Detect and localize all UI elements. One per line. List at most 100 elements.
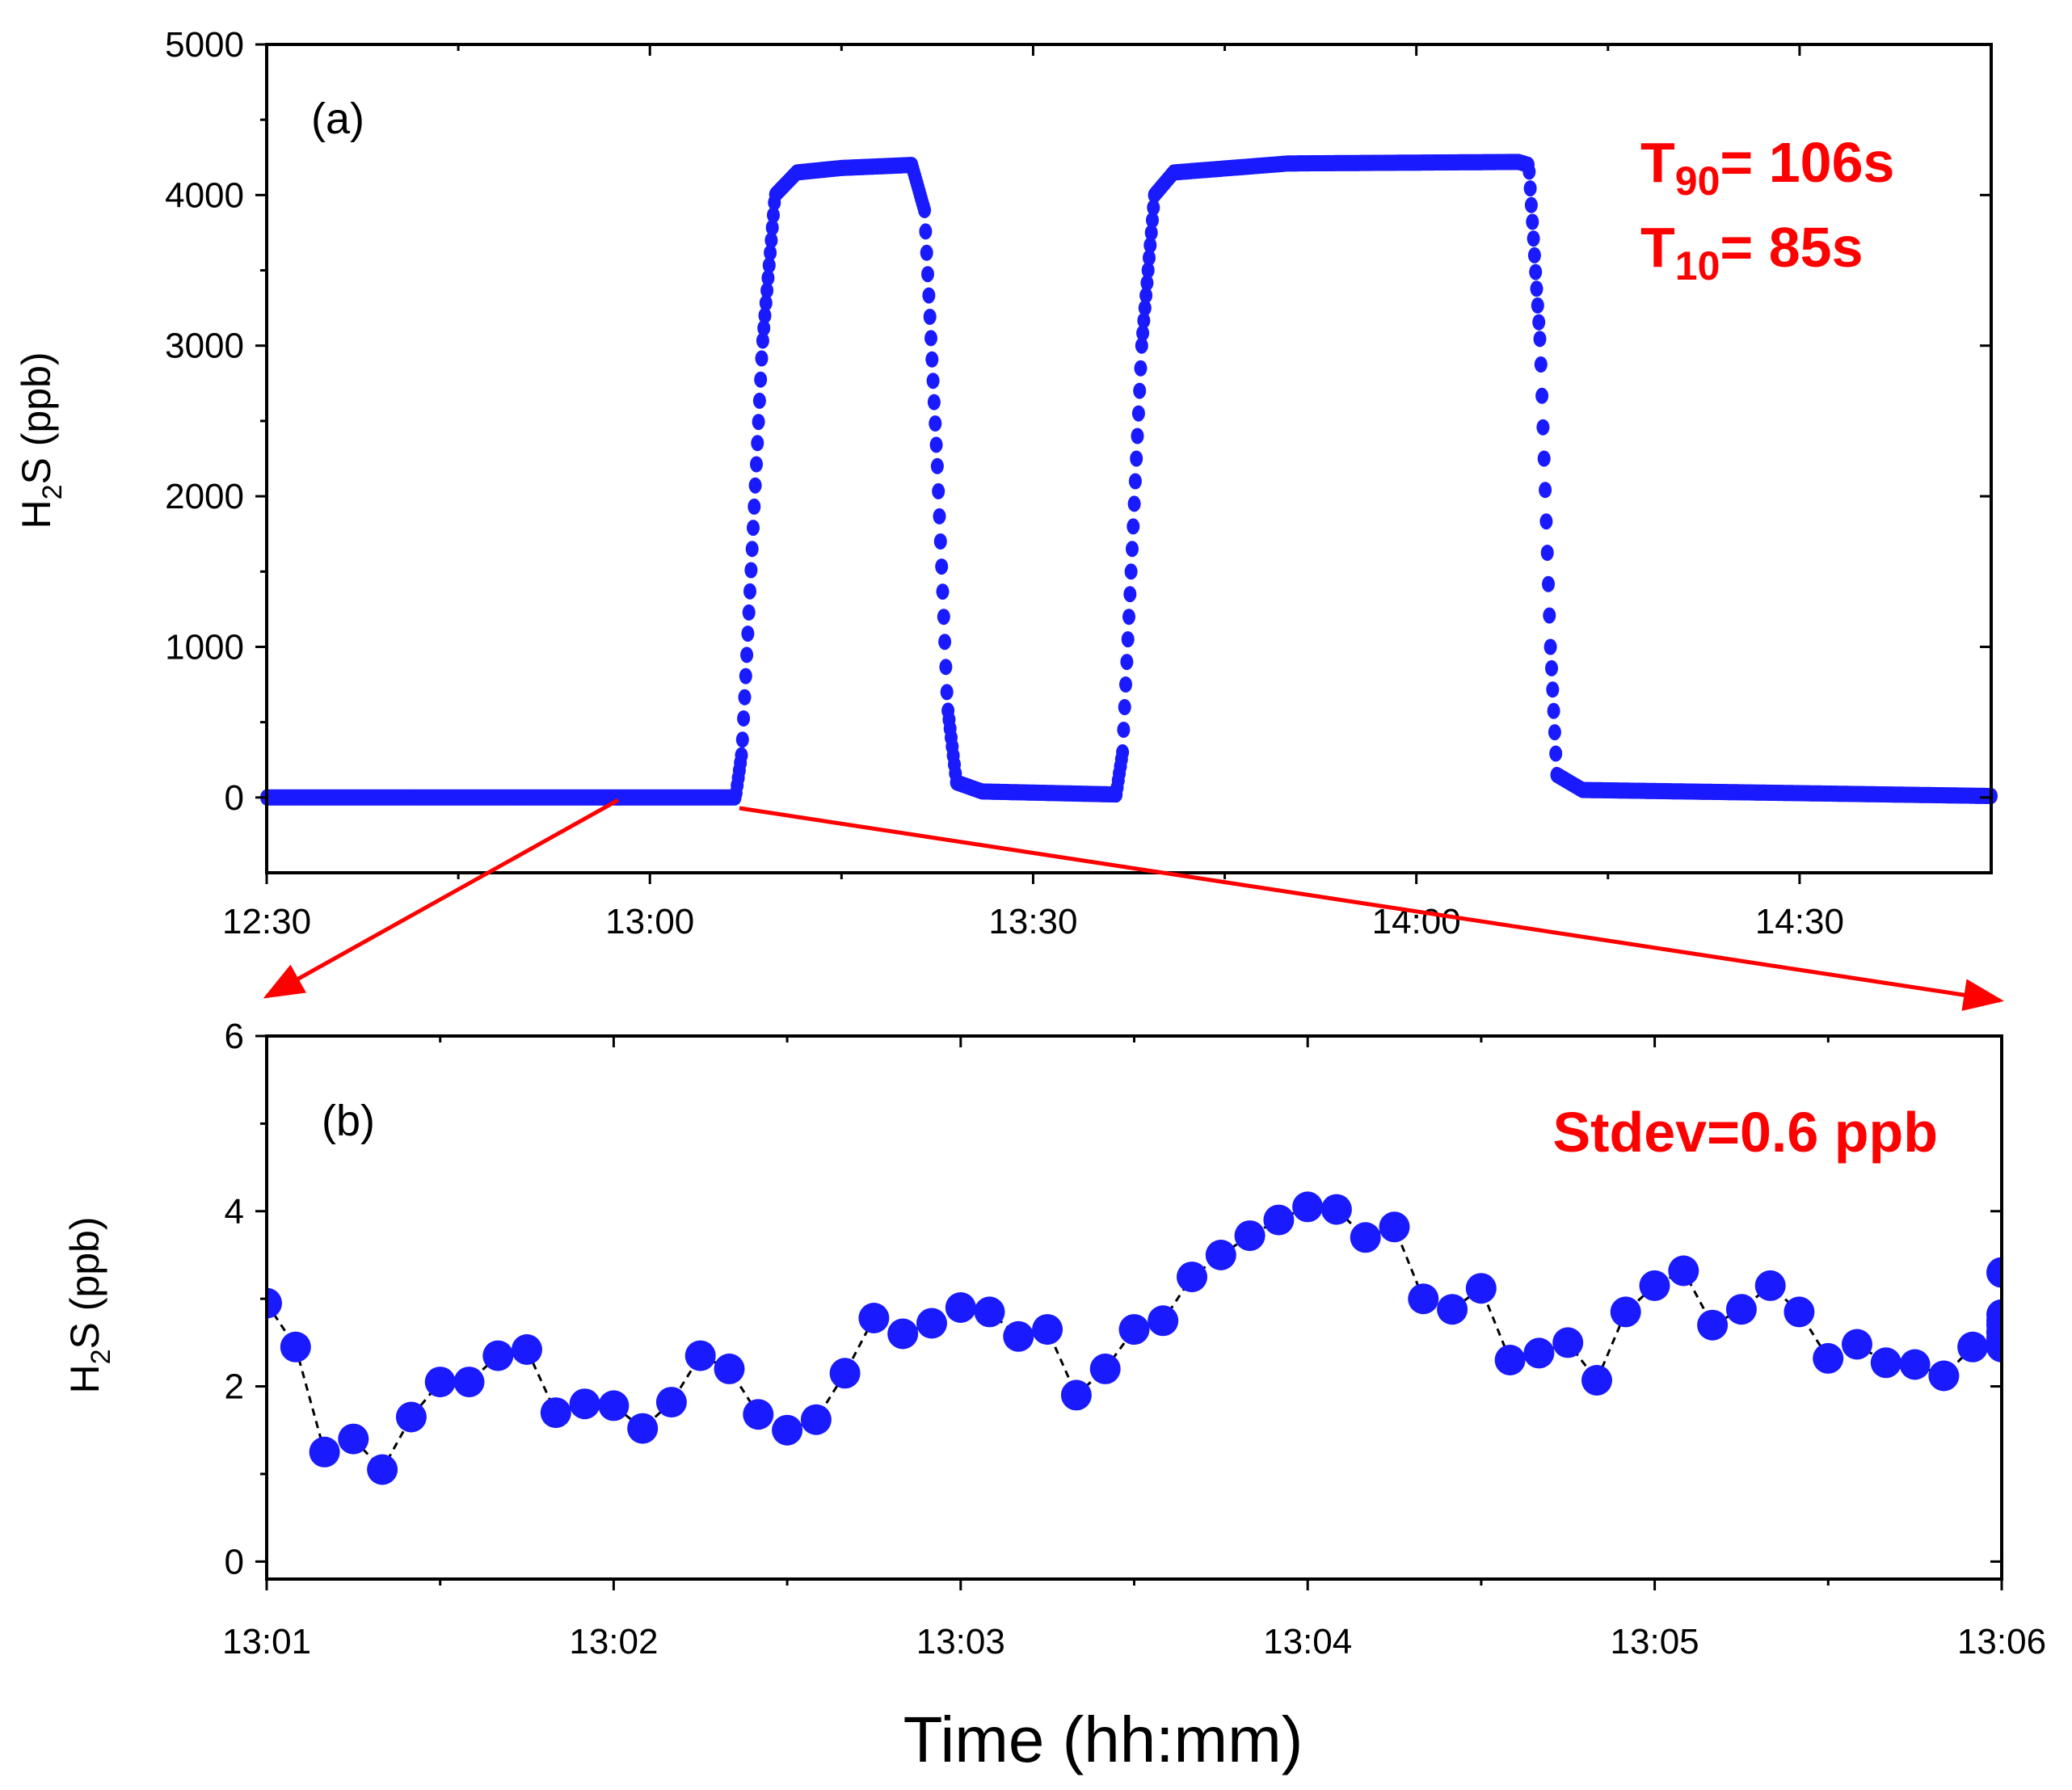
data-point [742,604,756,621]
data-point [916,1308,947,1339]
panel-b: 13:01 13:02 13:03 13:04 13:05 13:06 0 2 4 6 (b) H… [62,1017,2046,1775]
data-point [1697,1309,1729,1341]
data-point [655,1387,687,1418]
y-tick-label: 2 [225,1367,244,1407]
data-point [1465,1273,1497,1304]
data-point [933,508,946,524]
data-point [767,207,780,224]
data-point [1537,450,1551,467]
data-point [1535,387,1549,404]
panel-a-ylabel-base: H [14,499,59,529]
t10-annotation: T10= 85s [1640,216,1864,289]
data-point [755,350,769,367]
data-point [714,1353,745,1384]
data-point [1205,1240,1236,1270]
x-tick-label: 13:01 [222,1622,311,1662]
data-point [1120,654,1134,671]
data-point [1234,1220,1266,1252]
data-point [933,533,947,550]
x-tick-label: 13:03 [916,1622,1005,1662]
zoom-arrow-right [739,806,2004,1011]
t10-sub: 10 [1675,243,1720,289]
data-point [367,1454,398,1485]
data-point [1527,230,1540,247]
data-point [1543,607,1556,624]
data-point [761,269,775,286]
data-point [1137,312,1151,329]
y-tick-label: 2000 [165,477,244,516]
panel-a-y-axis-title: H2S (ppb) [14,352,68,529]
y-tick-label: 0 [225,1542,244,1582]
data-point [935,558,949,575]
data-point [1522,163,1536,180]
data-point [974,1296,1005,1328]
data-point [1542,575,1555,592]
data-point [424,1367,456,1398]
data-point [598,1390,630,1421]
y-tick-label: 1000 [165,627,244,667]
data-point [1986,1322,2002,1354]
data-point [1813,1342,1844,1374]
data-point [1437,1294,1468,1325]
panel-a-ylabel-rest: S (ppb) [14,352,59,485]
panel-b-ticks: 13:01 13:02 13:03 13:04 13:05 13:06 0 2 4 6 [222,1017,2046,1662]
data-point [540,1397,571,1429]
x-tick-label: 13:02 [569,1622,658,1662]
data-point [1127,518,1140,535]
x-tick-label: 13:30 [988,902,1077,941]
data-point [927,394,941,411]
data-point [929,415,942,432]
panel-a-label: (a) [311,95,364,143]
data-point [1003,1320,1034,1352]
data-point [1784,1296,1815,1328]
data-point [1144,225,1158,241]
data-point [1138,300,1152,317]
y-tick-label: 3000 [165,326,244,366]
data-point [926,373,940,390]
data-point [1545,659,1558,676]
x-tick-label: 13:05 [1611,1622,1699,1662]
t90-annotation: T90= 106s [1640,131,1894,204]
data-point [938,634,952,651]
data-point [748,498,761,515]
data-point [1527,246,1541,263]
data-point [1123,586,1137,603]
panel-a: 12:30 13:00 13:30 14:00 14:30010002000300040… [14,25,1998,941]
data-point [395,1401,427,1433]
t90-sub: 90 [1675,158,1720,204]
data-point [757,320,771,336]
data-point [1136,325,1150,342]
panel-b-ylabel-sub: 2 [86,1349,116,1364]
data-point [1408,1283,1439,1315]
data-point [772,1414,803,1446]
data-point [1127,495,1141,512]
data-point [1539,482,1552,499]
panel-b-data-series [265,1191,2003,1485]
data-point [1543,638,1557,655]
data-point [1148,1305,1179,1337]
data-point [1581,1365,1612,1396]
data-point [1899,1349,1931,1380]
data-point [1133,382,1147,399]
panel-b-ylabel-rest: S (ppb) [62,1217,107,1350]
x-tick-label: 14:30 [1755,902,1844,941]
data-point [1139,287,1153,304]
data-point [1128,473,1142,490]
data-point [929,436,943,453]
data-point [737,710,751,727]
data-point [1548,724,1561,741]
data-point [740,647,754,663]
data-point [1986,1257,2002,1288]
t10-base: T [1640,216,1675,279]
data-point [1529,263,1543,280]
data-point [936,583,950,600]
data-point [1540,545,1554,561]
data-point [1131,405,1145,422]
y-tick-label: 4 [225,1192,244,1232]
data-point [762,257,776,274]
data-point [1141,262,1155,279]
data-point [765,219,779,236]
data-point [1532,314,1546,331]
data-point [1119,676,1132,693]
data-point [745,541,759,558]
